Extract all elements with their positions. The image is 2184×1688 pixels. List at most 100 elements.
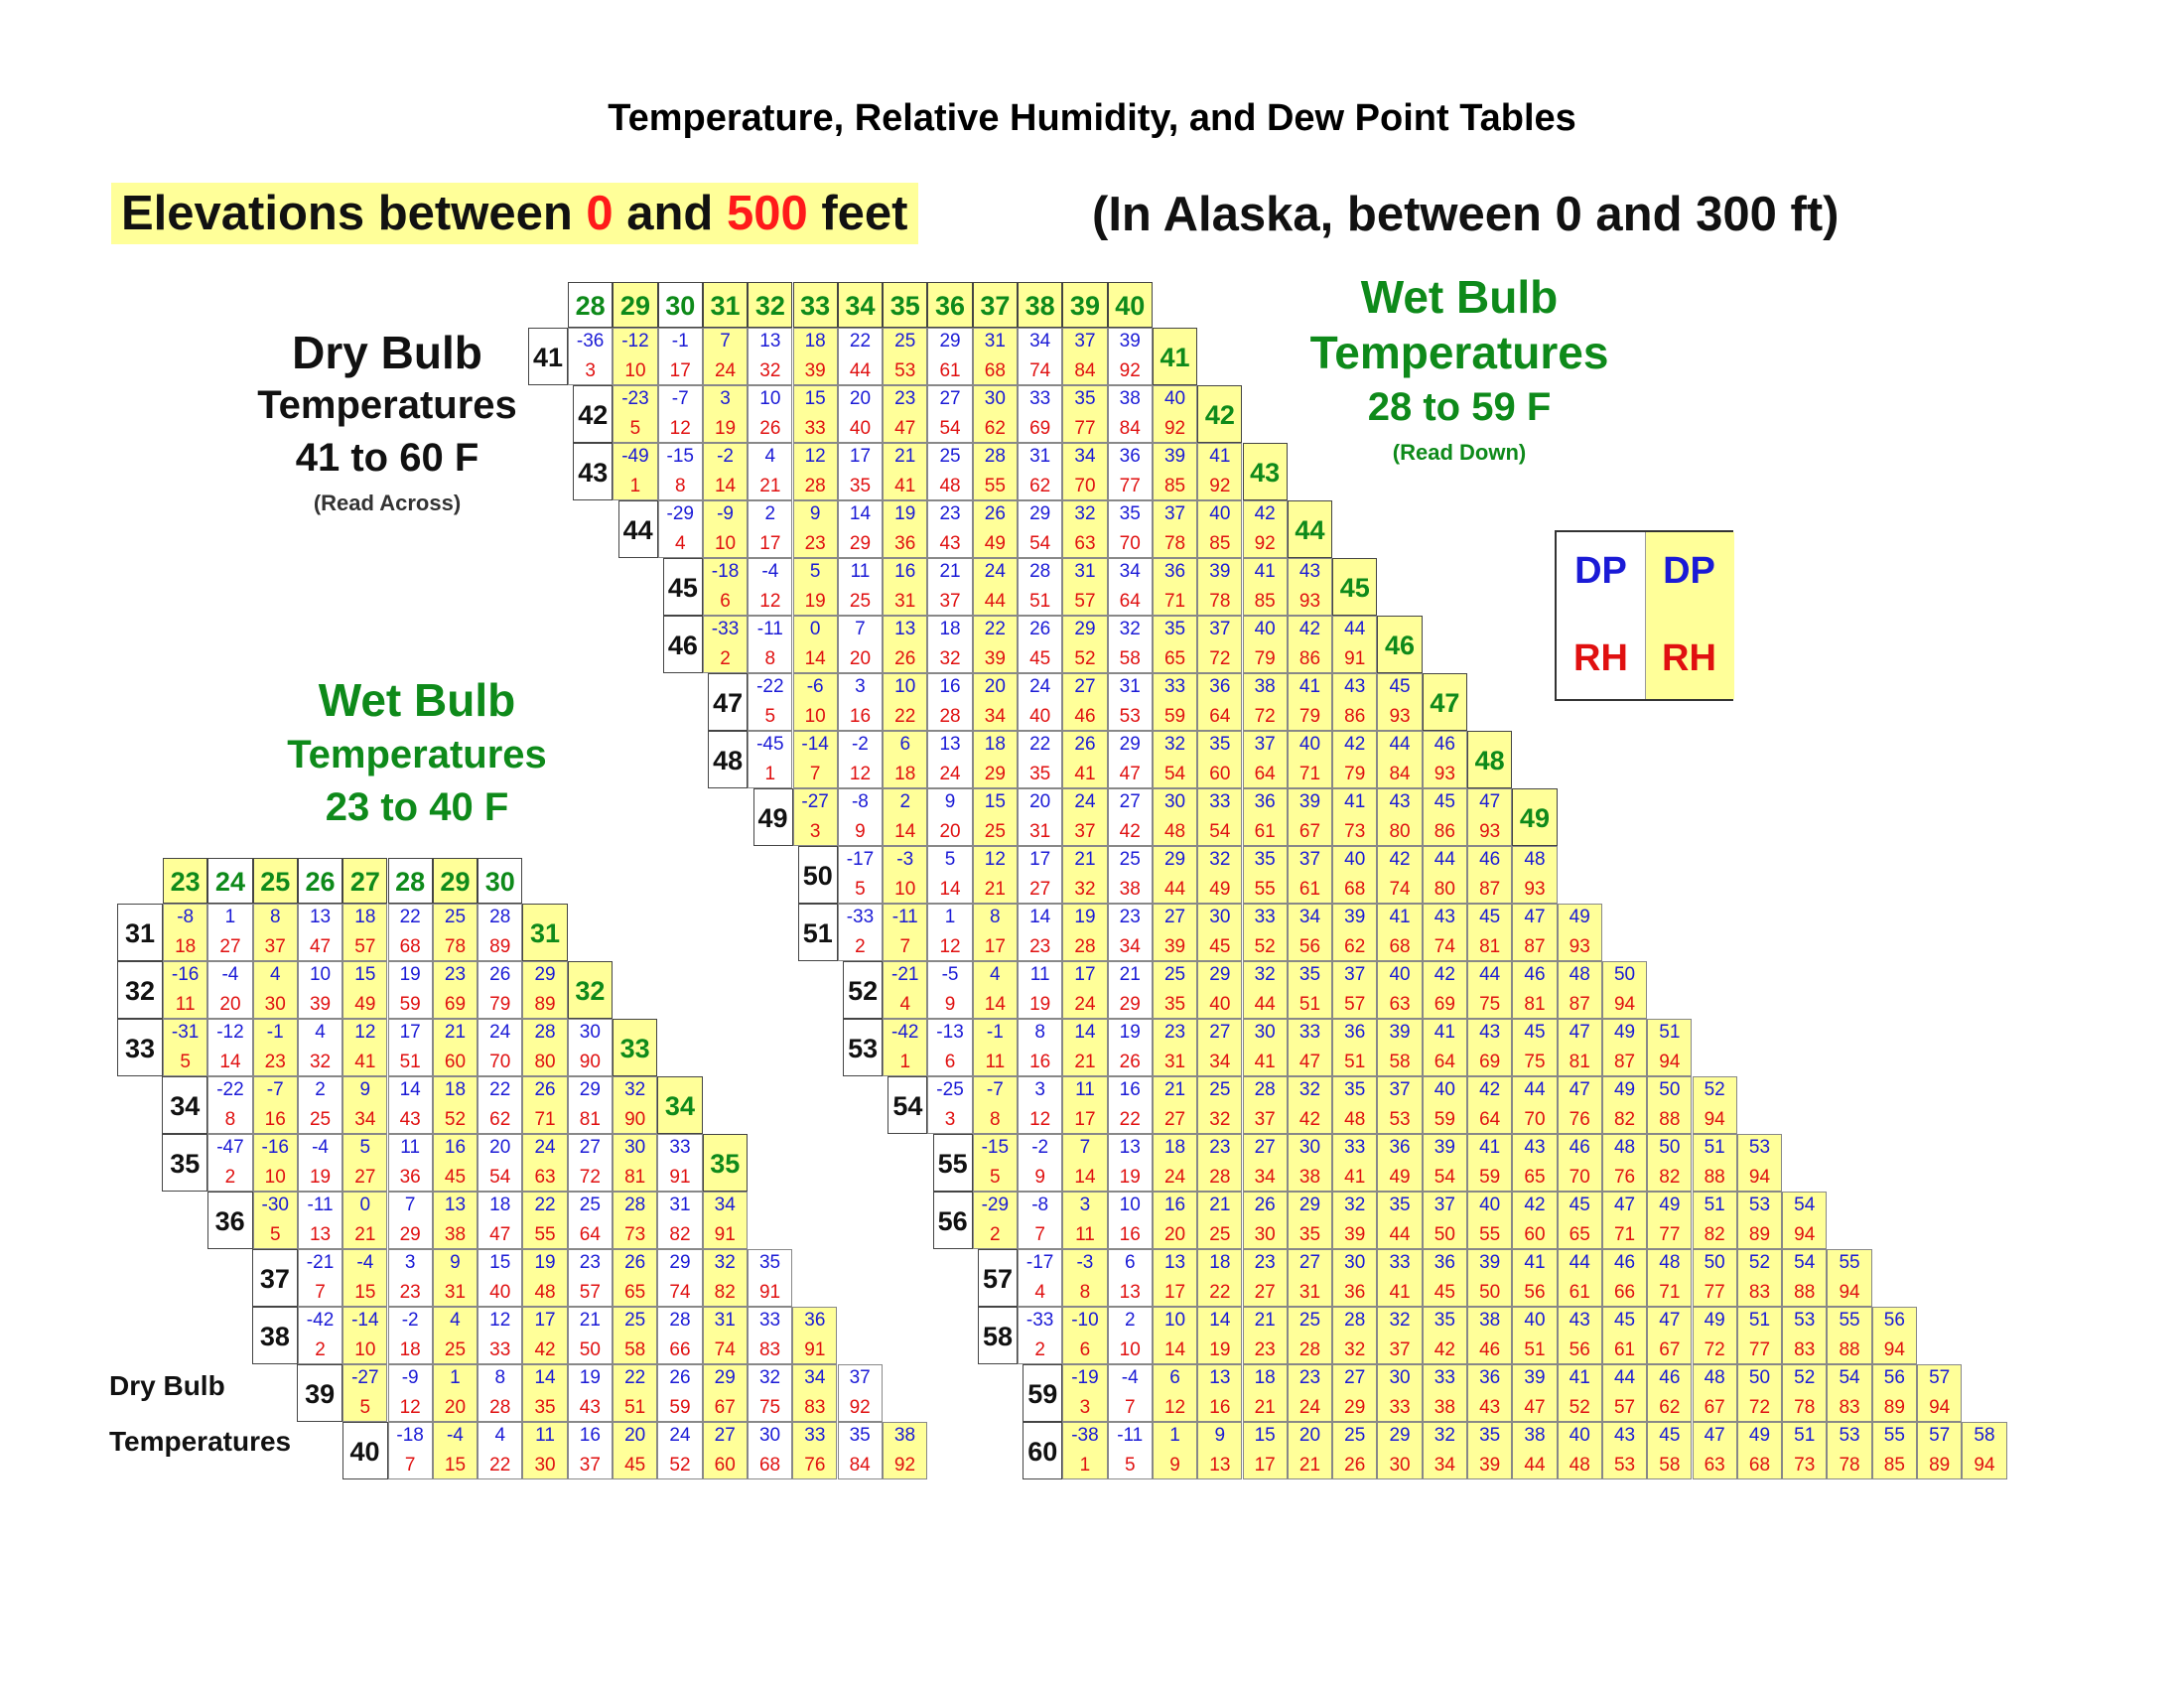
dew-point: 20 [1029,791,1051,812]
dew-point: 29 [1389,1425,1411,1446]
relative-humidity: 40 [489,1282,511,1303]
dew-point: 13 [309,907,332,927]
dew-point: -18 [396,1425,424,1446]
left-cell-35-31: 24 63 [522,1134,568,1192]
dew-point: 2 [1124,1310,1136,1331]
dew-point: 35 [1433,1310,1455,1331]
right-diag-wet-41: 41 [1152,328,1198,385]
left-cell-40-31: 11 30 [522,1422,568,1479]
right-cell-54-45: 35 48 [1332,1076,1378,1134]
dew-point: 27 [939,388,961,409]
right-cell-52-47: 42 69 [1422,961,1467,1019]
relative-humidity: 10 [624,360,646,381]
relative-humidity: 49 [1209,879,1231,900]
relative-humidity: 46 [1479,1339,1501,1360]
dew-point: -22 [216,1079,244,1100]
relative-humidity: 24 [1163,1167,1186,1188]
relative-humidity: 41 [1254,1052,1276,1072]
relative-humidity: 82 [1613,1109,1636,1130]
relative-humidity: 18 [399,1339,421,1360]
right-cell-50-49: 48 93 [1512,846,1558,904]
dew-point: 43 [1479,1022,1501,1043]
dew-point: 35 [1119,503,1141,524]
right-wet-header-37: 37 [972,282,1018,328]
relative-humidity: 42 [534,1339,556,1360]
right-cell-44-31: -9 10 [702,500,749,558]
right-cell-56-46: 35 44 [1377,1192,1423,1249]
dew-point: -12 [216,1022,244,1043]
dew-point: -27 [801,791,829,812]
dew-point: 9 [450,1252,461,1273]
dew-point: 15 [804,388,826,409]
right-cell-46-35: 13 26 [883,616,928,673]
right-cell-57-43: 23 27 [1242,1249,1288,1307]
left-cell-32-31: 29 89 [522,961,568,1019]
relative-humidity: 68 [984,360,1006,381]
right-wet-header-32: 32 [748,282,793,328]
dew-point: 48 [1569,964,1590,985]
right-wet-header-33: 33 [792,282,838,328]
left-cell-35-27: 5 27 [342,1134,388,1192]
dew-point: 5 [809,561,821,582]
dew-point: 43 [1433,907,1455,927]
dew-point: 35 [849,1425,871,1446]
right-cell-52-49: 46 81 [1512,961,1558,1019]
right-cell-60-58: 57 89 [1917,1422,1963,1479]
relative-humidity: 72 [1209,648,1231,669]
right-cell-41-35: 25 53 [883,328,928,385]
dew-point: -4 [312,1137,329,1158]
left-cell-39-29: 1 20 [432,1364,478,1422]
right-cell-41-30: -1 17 [657,328,703,385]
page-title: Temperature, Relative Humidity, and Dew … [608,97,1576,139]
relative-humidity: 5 [269,1224,281,1245]
relative-humidity: 12 [669,418,691,439]
left-diag-wet-34: 34 [657,1076,703,1134]
relative-humidity: 59 [1163,706,1186,727]
dew-point: 47 [1479,791,1501,812]
dew-point: 20 [624,1425,646,1446]
right-cell-47-32: -22 5 [748,673,793,731]
right-cell-50-41: 29 44 [1152,846,1198,904]
relative-humidity: 44 [849,360,872,381]
right-cell-57-54: 52 83 [1736,1249,1783,1307]
right-cell-58-44: 25 28 [1287,1307,1333,1364]
right-cell-50-40: 25 38 [1107,846,1153,904]
dew-point: 34 [1029,331,1051,352]
relative-humidity: 25 [1209,1224,1231,1245]
relative-humidity: 84 [1074,360,1096,381]
right-cell-48-39: 26 41 [1062,731,1108,788]
dew-point: 14 [1074,1022,1096,1043]
right-cell-48-42: 35 60 [1197,731,1243,788]
right-cell-56-37: -29 2 [972,1192,1018,1249]
left-cell-39-34: 26 59 [657,1364,703,1422]
relative-humidity: 71 [1659,1282,1681,1303]
dew-point: 45 [1479,907,1501,927]
right-diag-wet-42: 42 [1197,385,1243,443]
right-cell-52-41: 25 35 [1152,961,1198,1019]
relative-humidity: 94 [1974,1455,1995,1476]
relative-humidity: 94 [1883,1339,1905,1360]
dew-point: 17 [399,1022,421,1043]
relative-humidity: 8 [1079,1282,1091,1303]
relative-humidity: 40 [849,418,872,439]
dew-point: 21 [579,1310,601,1331]
right-dry-52: 52 [843,961,884,1019]
relative-humidity: 49 [1389,1167,1411,1188]
dew-point: -11 [1117,1425,1144,1446]
right-cell-47-40: 31 53 [1107,673,1153,731]
dew-point: 25 [624,1310,646,1331]
dew-point: 9 [944,791,956,812]
left-cell-37-32: 23 57 [567,1249,613,1307]
right-cell-58-40: 2 10 [1107,1307,1153,1364]
right-dry-56: 56 [932,1192,973,1249]
relative-humidity: 5 [990,1167,1001,1188]
right-dry-bulb-label: Dry Bulb Temperatures 41 to 60 F (Read A… [233,326,541,516]
right-cell-46-32: -11 8 [748,616,793,673]
right-diag-wet-44: 44 [1287,500,1333,558]
dew-point: 36 [1344,1022,1366,1043]
dew-point: -7 [986,1079,1004,1100]
right-cell-49-46: 43 80 [1377,788,1423,846]
relative-humidity: 79 [1254,648,1276,669]
dew-point: 28 [489,907,511,927]
